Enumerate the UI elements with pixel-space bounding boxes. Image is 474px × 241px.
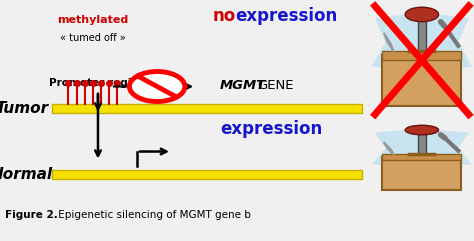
Text: no: no: [212, 7, 236, 25]
Text: MGMT: MGMT: [220, 79, 266, 92]
Bar: [418, 17, 426, 51]
Text: Normal: Normal: [0, 167, 53, 181]
Text: methylated: methylated: [57, 15, 128, 25]
Ellipse shape: [405, 125, 438, 135]
Text: « tumed off »: « tumed off »: [60, 33, 126, 43]
Bar: [382, 55, 462, 106]
Text: GENE: GENE: [257, 79, 293, 92]
Bar: [382, 157, 462, 190]
Ellipse shape: [405, 7, 438, 22]
Text: Tumor: Tumor: [0, 100, 49, 115]
Circle shape: [129, 72, 185, 101]
Bar: [418, 132, 426, 154]
Bar: [52, 169, 362, 179]
Bar: [52, 104, 362, 113]
Bar: [382, 154, 462, 160]
Text: expression: expression: [235, 7, 337, 25]
Polygon shape: [372, 6, 472, 99]
Text: Figure 2.: Figure 2.: [5, 210, 57, 220]
Polygon shape: [372, 124, 472, 186]
Text: expression: expression: [220, 120, 322, 138]
Text: Epigenetic silencing of MGMT gene b: Epigenetic silencing of MGMT gene b: [55, 210, 250, 220]
Bar: [382, 51, 462, 60]
Text: Promoter region: Promoter region: [49, 78, 146, 88]
